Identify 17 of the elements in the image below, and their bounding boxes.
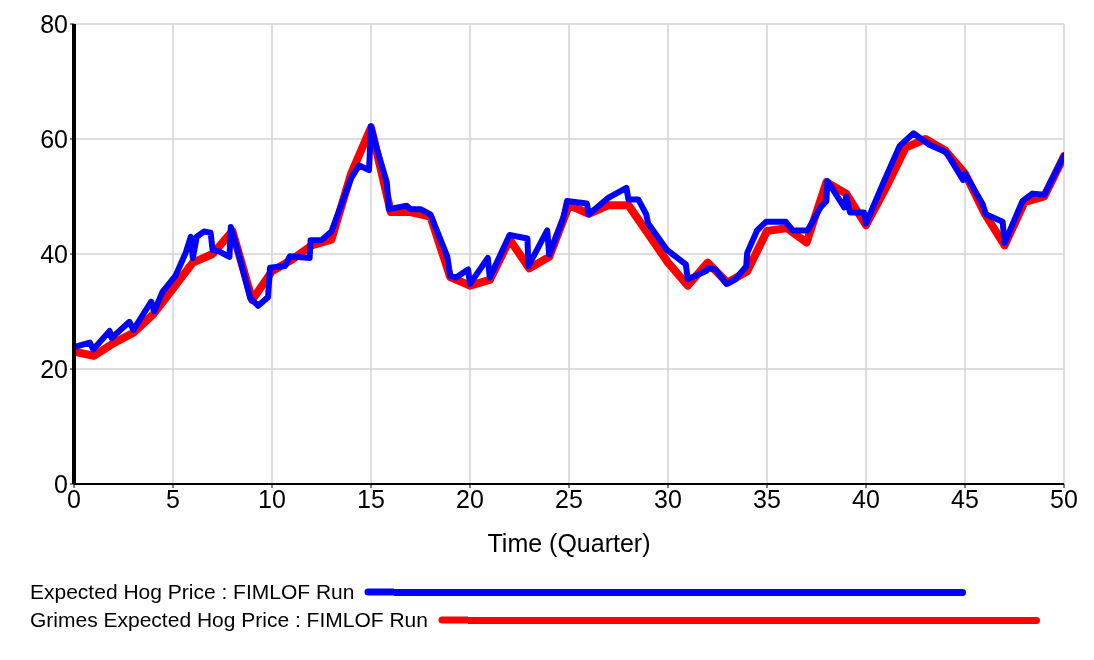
- legend-label: Grimes Expected Hog Price : FIMLOF Run: [30, 608, 428, 632]
- x-tick-label: 15: [357, 484, 385, 513]
- x-tick-label: 30: [654, 484, 682, 513]
- x-tick-label: 50: [1050, 484, 1078, 513]
- x-tick-label: 5: [166, 484, 180, 513]
- y-tick-label: 60: [40, 124, 68, 153]
- x-tick-label: 45: [951, 484, 979, 513]
- x-tick-label: 40: [852, 484, 880, 513]
- x-tick-label: 25: [555, 484, 583, 513]
- y-tick-label: 80: [40, 9, 68, 38]
- x-tick-label: 10: [258, 484, 286, 513]
- y-tick-label: 20: [40, 354, 68, 383]
- x-axis-title: Time (Quarter): [487, 529, 651, 557]
- y-tick-label: 40: [40, 239, 68, 268]
- legend-label: Expected Hog Price : FIMLOF Run: [30, 580, 355, 604]
- x-tick-label: 20: [456, 484, 484, 513]
- x-tick-label: 35: [753, 484, 781, 513]
